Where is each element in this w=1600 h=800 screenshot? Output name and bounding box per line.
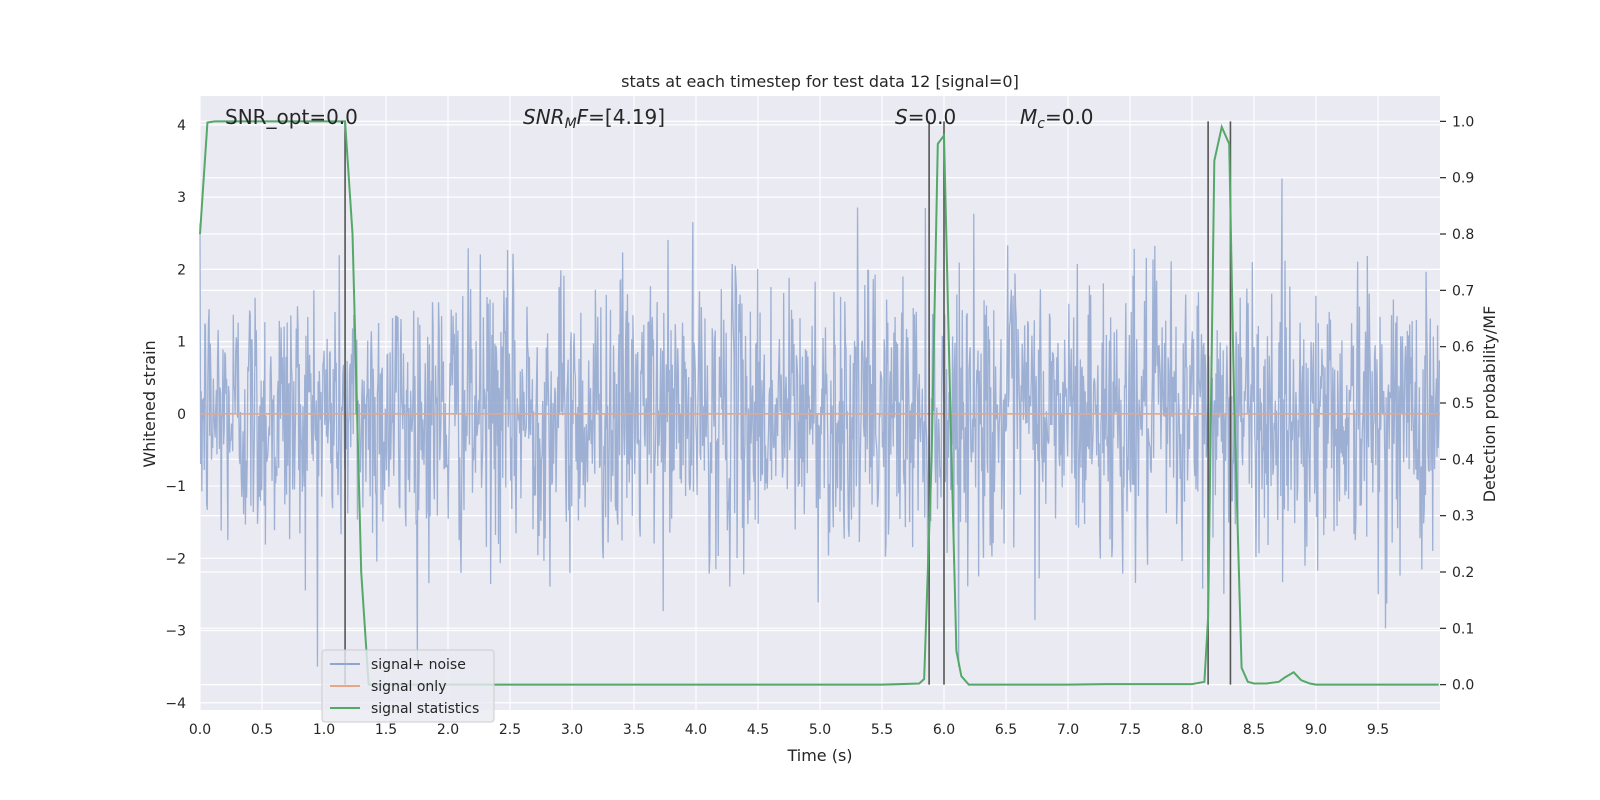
y-left-tick-label-1: 3 — [177, 190, 186, 206]
y-right-tick-label-0: 1.0 — [1452, 114, 1474, 130]
y-right-tick-label-10: 0.0 — [1452, 678, 1474, 694]
y-right-tick-label-3: 0.7 — [1452, 283, 1474, 299]
x-axis-label: Time (s) — [786, 746, 852, 765]
x-ticks: 0.0 0.5 1.0 1.5 2.0 2.5 3.0 3.5 4.0 4.5 5.0 5.5 6.0 6… — [189, 722, 1389, 738]
x-tick-label-12: 6.0 — [933, 722, 955, 738]
legend-label-stat: signal statistics — [371, 701, 479, 717]
y-left-tick-label-3: 1 — [177, 335, 186, 351]
y-left-tick-label-8: −4 — [165, 696, 186, 712]
x-tick-label-0: 0.0 — [189, 722, 211, 738]
x-tick-label-2: 1.0 — [313, 722, 335, 738]
annotation-snr-opt: SNR_opt=0.0 — [225, 105, 358, 129]
annotation-mc-rest: =0.0 — [1045, 105, 1094, 129]
x-tick-label-13: 6.5 — [995, 722, 1017, 738]
x-tick-label-16: 8.0 — [1181, 722, 1203, 738]
y-left-tick-label-5: −1 — [165, 479, 186, 495]
y-right-tick-label-6: 0.4 — [1452, 452, 1474, 468]
y-ticks-left: 4 3 2 1 0 −1 −2 −3 −4 — [165, 118, 186, 712]
x-tick-label-17: 8.5 — [1243, 722, 1265, 738]
y-left-tick-label-7: −3 — [165, 624, 186, 640]
legend-box — [321, 649, 495, 723]
x-tick-label-9: 4.5 — [747, 722, 769, 738]
legend-label-signal: signal only — [371, 679, 446, 695]
y-ticks-right: 1.0 0.9 0.8 0.7 0.6 0.5 0.4 0.3 0.2 0.1 0.0 — [1440, 114, 1474, 694]
legend-label-noise: signal+ noise — [371, 657, 466, 673]
annotation-snr-mf-rest-italic: F — [577, 105, 589, 129]
x-tick-label-4: 2.0 — [437, 722, 459, 738]
x-tick-label-3: 1.5 — [375, 722, 397, 738]
y-left-tick-label-6: −2 — [165, 551, 186, 567]
annotation-mc-main: M — [1020, 105, 1037, 129]
x-tick-label-7: 3.5 — [623, 722, 645, 738]
y-right-tick-label-4: 0.6 — [1452, 340, 1474, 356]
x-tick-label-15: 7.5 — [1119, 722, 1141, 738]
y-left-tick-label-2: 2 — [177, 262, 186, 278]
x-tick-label-6: 3.0 — [561, 722, 583, 738]
chart-title: stats at each timestep for test data 12 … — [621, 72, 1019, 91]
annotation-s: S=0.0 — [895, 105, 956, 129]
x-tick-label-5: 2.5 — [499, 722, 521, 738]
annotation-s-main: S — [895, 105, 908, 129]
y-right-tick-label-9: 0.1 — [1452, 621, 1474, 637]
y-right-tick-label-1: 0.9 — [1452, 171, 1474, 187]
stat-series — [199, 120, 1439, 686]
noise-line — [199, 178, 1441, 667]
y-right-tick-label-7: 0.3 — [1452, 509, 1474, 525]
noise-series — [199, 178, 1441, 667]
x-tick-label-14: 7.0 — [1057, 722, 1079, 738]
x-tick-label-11: 5.5 — [871, 722, 893, 738]
annotation-snr-mf-main: SNR — [523, 105, 565, 129]
y-left-tick-label-4: 0 — [177, 407, 186, 423]
y-axis-label-left: Whitened strain — [140, 340, 159, 467]
x-tick-label-19: 9.5 — [1367, 722, 1389, 738]
x-tick-label-10: 5.0 — [809, 722, 831, 738]
y-right-tick-label-8: 0.2 — [1452, 565, 1474, 581]
annotation-snr-mf-rest: =[4.19] — [588, 105, 665, 129]
annotation-snr-mf-sub: M — [565, 116, 577, 132]
y-right-tick-label-5: 0.5 — [1452, 396, 1474, 412]
x-tick-label-1: 0.5 — [251, 722, 273, 738]
annotation-snr-mf: SNRMF=[4.19] — [523, 105, 665, 132]
annotation-mc-sub: c — [1037, 116, 1045, 132]
x-tick-label-18: 9.0 — [1305, 722, 1327, 738]
x-tick-label-8: 4.0 — [685, 722, 707, 738]
legend: signal+ noise signal only signal statist… — [321, 649, 495, 723]
annotation-mc: Mc=0.0 — [1020, 105, 1094, 132]
stat-line — [199, 120, 1439, 686]
y-axis-label-right: Detection probability/MF — [1480, 306, 1499, 503]
annotation-s-rest: =0.0 — [908, 105, 957, 129]
y-right-tick-label-2: 0.8 — [1452, 227, 1474, 243]
y-left-tick-label-0: 4 — [177, 118, 186, 134]
